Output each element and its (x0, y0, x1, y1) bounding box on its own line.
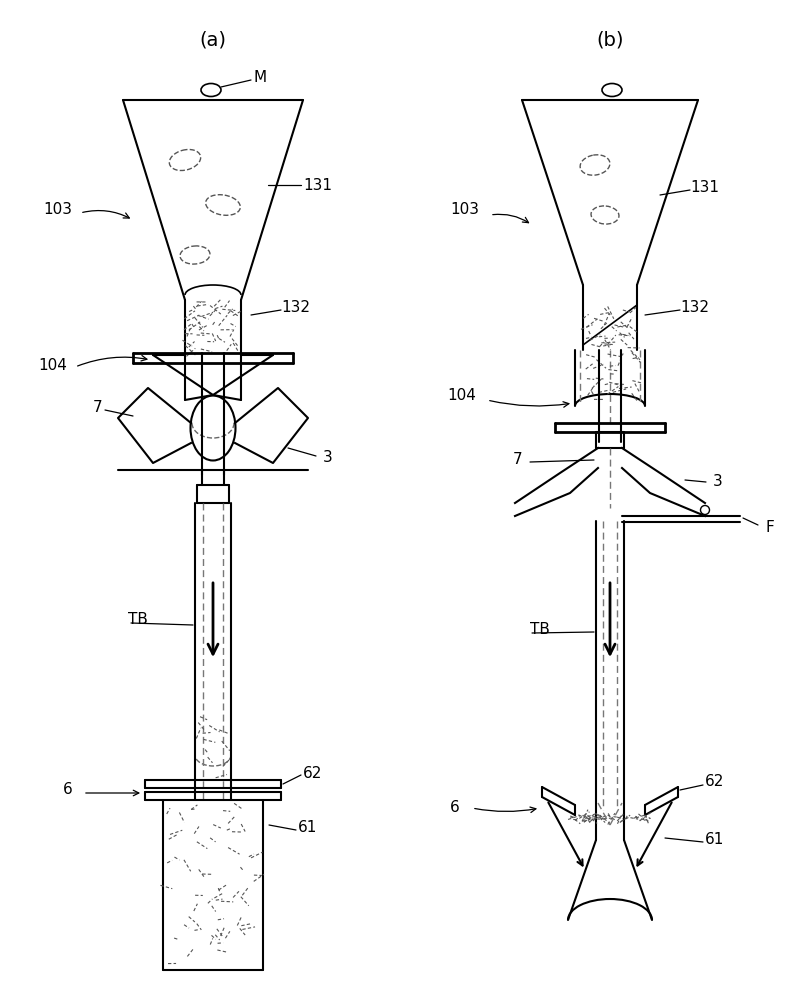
Text: F: F (766, 520, 775, 536)
Text: 61: 61 (298, 820, 318, 836)
Text: 61: 61 (706, 832, 725, 848)
Text: (a): (a) (200, 30, 226, 49)
Text: M: M (253, 70, 267, 85)
Text: 62: 62 (706, 774, 725, 790)
Text: 131: 131 (690, 180, 719, 196)
Text: 7: 7 (93, 400, 103, 416)
Text: 7: 7 (513, 452, 523, 468)
Text: 6: 6 (63, 782, 73, 798)
Text: 3: 3 (323, 450, 333, 466)
Text: 6: 6 (450, 800, 460, 816)
Text: 104: 104 (39, 358, 67, 372)
Text: 103: 103 (450, 202, 479, 218)
Text: 131: 131 (303, 178, 333, 192)
Text: TB: TB (530, 622, 550, 638)
Text: 104: 104 (448, 387, 476, 402)
Text: TB: TB (128, 612, 148, 628)
Text: 3: 3 (713, 475, 723, 489)
Text: 62: 62 (303, 766, 323, 780)
Text: 132: 132 (281, 300, 311, 316)
Text: (b): (b) (596, 30, 624, 49)
Text: 132: 132 (680, 300, 710, 316)
Text: 103: 103 (44, 202, 72, 218)
